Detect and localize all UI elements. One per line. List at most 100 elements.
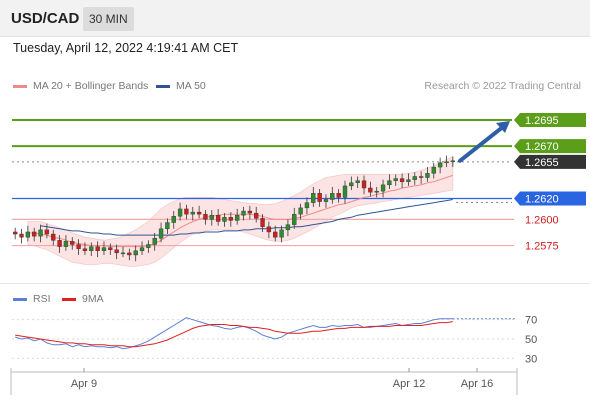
x-tick-label: Apr 16 — [461, 378, 493, 390]
candle-up — [330, 193, 335, 200]
candle — [254, 206, 259, 223]
candle-up — [412, 176, 417, 180]
candle-up — [190, 211, 195, 215]
candle — [380, 179, 386, 198]
candle — [89, 242, 94, 257]
candle — [171, 211, 176, 229]
candle-up — [298, 207, 303, 215]
candle-down — [82, 248, 88, 251]
symbol-title: USD/CAD — [11, 10, 80, 27]
candle — [19, 228, 24, 244]
candle-up — [177, 208, 183, 217]
candle-down — [203, 213, 208, 220]
candle — [139, 241, 145, 255]
legend-ma50-label: MA 50 — [176, 80, 206, 92]
candle — [418, 171, 424, 184]
legend-9ma-label: 9MA — [82, 293, 104, 305]
candle-up — [342, 185, 348, 198]
candle — [76, 239, 81, 255]
candle — [25, 225, 31, 242]
support-label: 1.2575 — [525, 241, 559, 253]
candle — [57, 235, 62, 253]
candle-up — [89, 246, 94, 251]
candle — [222, 213, 227, 227]
candle — [127, 248, 132, 261]
candle-up — [323, 199, 329, 202]
candle-up — [235, 215, 240, 221]
pivot-label: 1.2620 — [525, 193, 559, 205]
candle — [196, 205, 202, 219]
candle — [95, 241, 100, 258]
candle — [133, 245, 138, 262]
candle — [190, 206, 195, 221]
candle-down — [76, 244, 81, 249]
candle — [387, 174, 392, 190]
legend-ma50: MA 50 — [156, 80, 206, 92]
legend-rsi-label: RSI — [33, 293, 51, 305]
candle-up — [349, 182, 354, 187]
candle — [114, 244, 119, 260]
candle-up — [304, 202, 310, 209]
candle — [444, 155, 449, 168]
candle — [241, 206, 246, 221]
candle — [412, 172, 417, 185]
top-bar: USD/CAD 30 MIN — [0, 0, 590, 37]
candle — [215, 208, 221, 226]
candle — [393, 174, 398, 186]
legend-9ma-swatch — [62, 297, 76, 301]
interval-badge[interactable]: 30 MIN — [83, 7, 134, 31]
forecast-arrow-head — [496, 121, 510, 134]
candle — [266, 221, 272, 239]
candle-down — [361, 180, 367, 189]
candle — [260, 214, 265, 232]
candle-up — [450, 160, 455, 163]
candle — [235, 208, 240, 225]
credit-text: Research © 2022 Trading Central — [424, 80, 581, 92]
candle — [431, 162, 436, 179]
bollinger-band — [27, 155, 454, 267]
candle — [311, 186, 316, 207]
x-tick-label: Apr 9 — [71, 378, 97, 390]
candle — [399, 173, 405, 188]
candle-down — [215, 215, 221, 222]
candle — [101, 241, 107, 255]
candle — [108, 243, 113, 255]
candle-down — [19, 233, 24, 238]
candle — [323, 194, 329, 208]
support-label: 1.2600 — [525, 214, 559, 226]
candle-up — [152, 238, 157, 245]
candle-down — [254, 212, 259, 219]
candle — [13, 227, 18, 240]
ma50-line — [40, 199, 453, 236]
candle-down — [108, 247, 113, 250]
last-label: 1.2655 — [525, 157, 559, 169]
candle — [70, 237, 75, 250]
candle-down — [266, 226, 272, 233]
candle — [279, 225, 284, 243]
candle-up — [393, 178, 398, 181]
candle — [355, 176, 360, 188]
candle — [298, 203, 303, 220]
legend-ma-bb-label: MA 20 + Bollinger Bands — [33, 80, 149, 92]
candle-up — [374, 190, 379, 193]
candle — [317, 189, 322, 207]
rsi-tick-label: 30 — [525, 353, 537, 365]
candle-up — [63, 241, 69, 247]
candle-down — [317, 193, 322, 202]
candle — [450, 156, 455, 168]
candle-down — [57, 240, 62, 247]
candle — [32, 227, 37, 242]
candle-down — [273, 231, 278, 238]
rsi-tick-label: 50 — [525, 334, 537, 346]
candle-down — [368, 187, 373, 193]
candle-up — [165, 222, 170, 230]
target-label: 1.2670 — [525, 141, 559, 153]
candle — [120, 246, 126, 258]
candle — [184, 204, 189, 220]
candle — [146, 240, 151, 253]
candle-down — [127, 252, 132, 256]
candle — [44, 223, 50, 239]
candle-up — [158, 228, 164, 239]
candle — [437, 157, 443, 174]
candle-up — [146, 244, 151, 248]
